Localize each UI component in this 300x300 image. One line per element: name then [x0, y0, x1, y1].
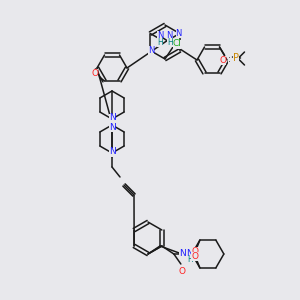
Text: O: O: [219, 56, 226, 64]
Text: N: N: [179, 250, 186, 259]
Text: N: N: [148, 46, 154, 55]
Text: H: H: [167, 38, 172, 47]
Text: N: N: [109, 122, 116, 131]
Text: N: N: [167, 31, 173, 40]
Text: N: N: [187, 248, 193, 257]
Text: H: H: [187, 256, 193, 265]
Text: N: N: [157, 31, 164, 40]
Text: N: N: [109, 113, 116, 122]
Text: :: :: [228, 55, 231, 64]
Text: O: O: [91, 70, 98, 79]
Text: H: H: [158, 38, 163, 47]
Text: O: O: [191, 252, 198, 261]
Text: Cl: Cl: [172, 40, 182, 49]
Text: O: O: [191, 248, 198, 256]
Text: N: N: [109, 148, 116, 157]
Text: P: P: [232, 53, 238, 63]
Text: O: O: [178, 266, 185, 275]
Text: N: N: [176, 29, 182, 38]
